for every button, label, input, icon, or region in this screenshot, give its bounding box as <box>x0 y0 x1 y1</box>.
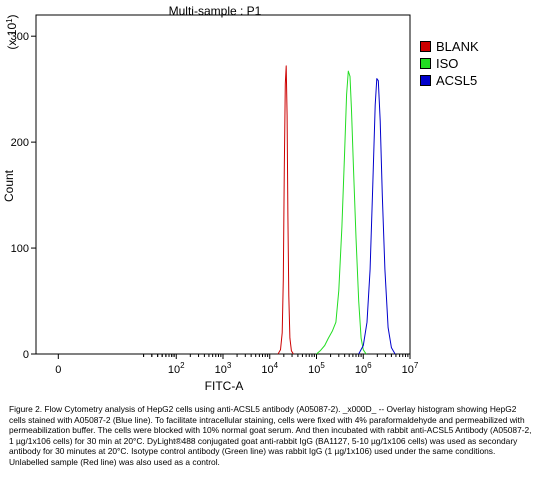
x-ticks: 0 102 103 104 105 106 107 <box>55 354 419 376</box>
y-tick-label: 0 <box>23 349 29 361</box>
y-multiplier-base: (x 10 <box>5 23 19 50</box>
series-line-iso <box>316 70 367 355</box>
series-line-acsl5 <box>358 78 396 355</box>
legend-label-iso: ISO <box>436 55 459 71</box>
y-multiplier-exp: 1 <box>5 18 14 23</box>
chart-svg: Multi-sample : P1 (x 101) Count FITC-A 0… <box>2 4 419 393</box>
x-tick-label: 105 <box>308 361 325 376</box>
y-tick-label: 100 <box>11 243 29 255</box>
y-tick-label: 200 <box>11 137 29 149</box>
legend-swatch-acsl5 <box>420 74 431 86</box>
x-tick-label: 103 <box>215 361 232 376</box>
legend-label-blank: BLANK <box>436 38 479 54</box>
y-axis-label: Count <box>2 169 16 202</box>
y-axis-multiplier: (x 101) <box>5 14 19 49</box>
x-tick-label: 106 <box>355 361 372 376</box>
legend-item-iso: ISO <box>420 55 479 71</box>
series-layer <box>277 65 396 355</box>
x-tick-label: 0 <box>55 364 61 376</box>
y-ticks: 0 100 200 300 <box>11 31 36 361</box>
histogram-chart: Multi-sample : P1 (x 101) Count FITC-A 0… <box>2 4 479 393</box>
legend-swatch-blank <box>420 40 431 52</box>
y-tick-label: 300 <box>11 31 29 43</box>
figure-caption: Figure 2. Flow Cytometry analysis of Hep… <box>9 404 532 467</box>
legend-label-acsl5: ACSL5 <box>436 72 478 88</box>
chart-title: Multi-sample : P1 <box>169 4 262 18</box>
series-line-blank <box>277 65 294 355</box>
x-tick-label: 104 <box>261 361 278 376</box>
x-axis-label: FITC-A <box>205 379 244 393</box>
legend-item-blank: BLANK <box>420 38 479 54</box>
x-tick-label: 107 <box>402 361 419 376</box>
legend-swatch-iso <box>420 57 431 69</box>
legend: BLANK ISO ACSL5 <box>420 38 479 89</box>
x-tick-label: 102 <box>168 361 185 376</box>
legend-item-acsl5: ACSL5 <box>420 72 479 88</box>
